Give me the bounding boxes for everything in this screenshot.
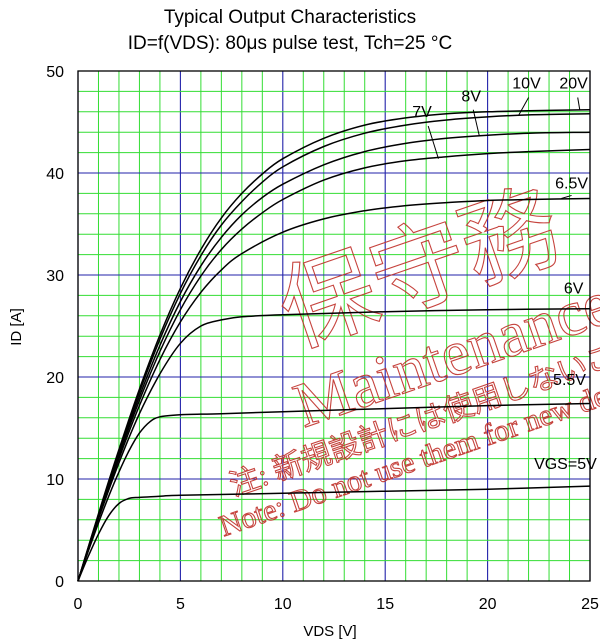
label-leader [577,97,581,110]
y-tick-label: 20 [46,370,64,387]
x-tick-label: 0 [74,596,83,613]
curves [77,109,591,582]
curve-10v [77,113,591,582]
chart-title: Typical Output Characteristics [164,7,416,28]
x-tick-label: 10 [274,596,292,613]
curve-label: VGS=5V [534,456,597,473]
curve-label: 6.5V [555,175,588,192]
curve-20v [77,109,591,582]
x-tick-label: 25 [581,596,599,613]
curve-7v [77,148,591,582]
label-leader [517,97,529,117]
y-tick-label: 10 [46,472,64,489]
x-axis-label: VDS [V] [303,623,356,640]
x-tick-label: 5 [176,596,185,613]
curve-label: 8V [461,89,481,106]
curve-labels: VGS=5V 5.5V 6V 6.5V 7V 8V 10V 20V [412,75,597,472]
label-leader [561,194,572,199]
curve-label: 6V [564,280,584,297]
label-leader [472,109,480,137]
y-tick-label: 50 [46,64,64,81]
curve-vgs-5v [77,485,591,582]
label-leader [427,125,439,159]
x-tick-label: 20 [479,596,497,613]
curve-label: 7V [412,104,432,121]
curve-label: 20V [559,75,588,92]
y-tick-label: 0 [55,574,64,591]
curve-6-5v [77,197,591,582]
curve-label: 5.5V [553,372,586,389]
x-tick-label: 15 [376,596,394,613]
tick-labels: 0 5 10 15 20 25 0 10 20 30 40 50 [46,64,599,613]
curve-label: 10V [512,75,541,92]
y-tick-label: 30 [46,268,64,285]
plot-frame [77,70,591,582]
curve-5-5v [77,402,591,582]
y-tick-label: 40 [46,166,64,183]
chart-subtitle: ID=f(VDS): 80μs pulse test, Tch=25 °C [128,33,452,54]
curve-8v [77,131,591,582]
y-axis-label: ID [A] [8,308,25,346]
